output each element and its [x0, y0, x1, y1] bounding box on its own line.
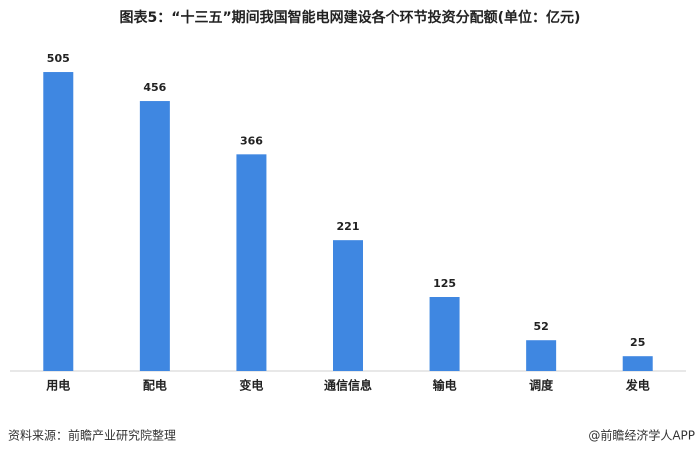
x-tick-label: 发电 [625, 378, 650, 393]
value-label: 52 [533, 320, 548, 333]
bar [139, 101, 170, 371]
bar [429, 297, 460, 371]
value-label: 366 [240, 134, 263, 147]
credit: @前瞻经济学人APP [588, 428, 695, 443]
value-label: 221 [337, 220, 360, 233]
x-tick-label: 配电 [143, 378, 167, 393]
x-tick-label: 通信信息 [324, 378, 372, 393]
bar [236, 154, 267, 371]
value-label: 456 [143, 81, 166, 94]
value-label: 505 [47, 52, 70, 65]
x-tick-label: 输电 [433, 378, 457, 393]
bar [43, 72, 74, 371]
x-tick-label: 调度 [529, 378, 554, 393]
bar [333, 240, 363, 371]
source: 资料来源：前瞻产业研究院整理 [8, 428, 176, 443]
x-tick-label: 用电 [45, 378, 70, 393]
chart-title: 图表5：“十三五”期间我国智能电网建设各个环节投资分配额(单位：亿元) [120, 9, 581, 26]
x-tick-label: 变电 [239, 378, 263, 393]
bar [622, 356, 653, 371]
bar [526, 340, 557, 371]
value-label: 125 [433, 277, 456, 290]
value-label: 25 [630, 336, 645, 349]
